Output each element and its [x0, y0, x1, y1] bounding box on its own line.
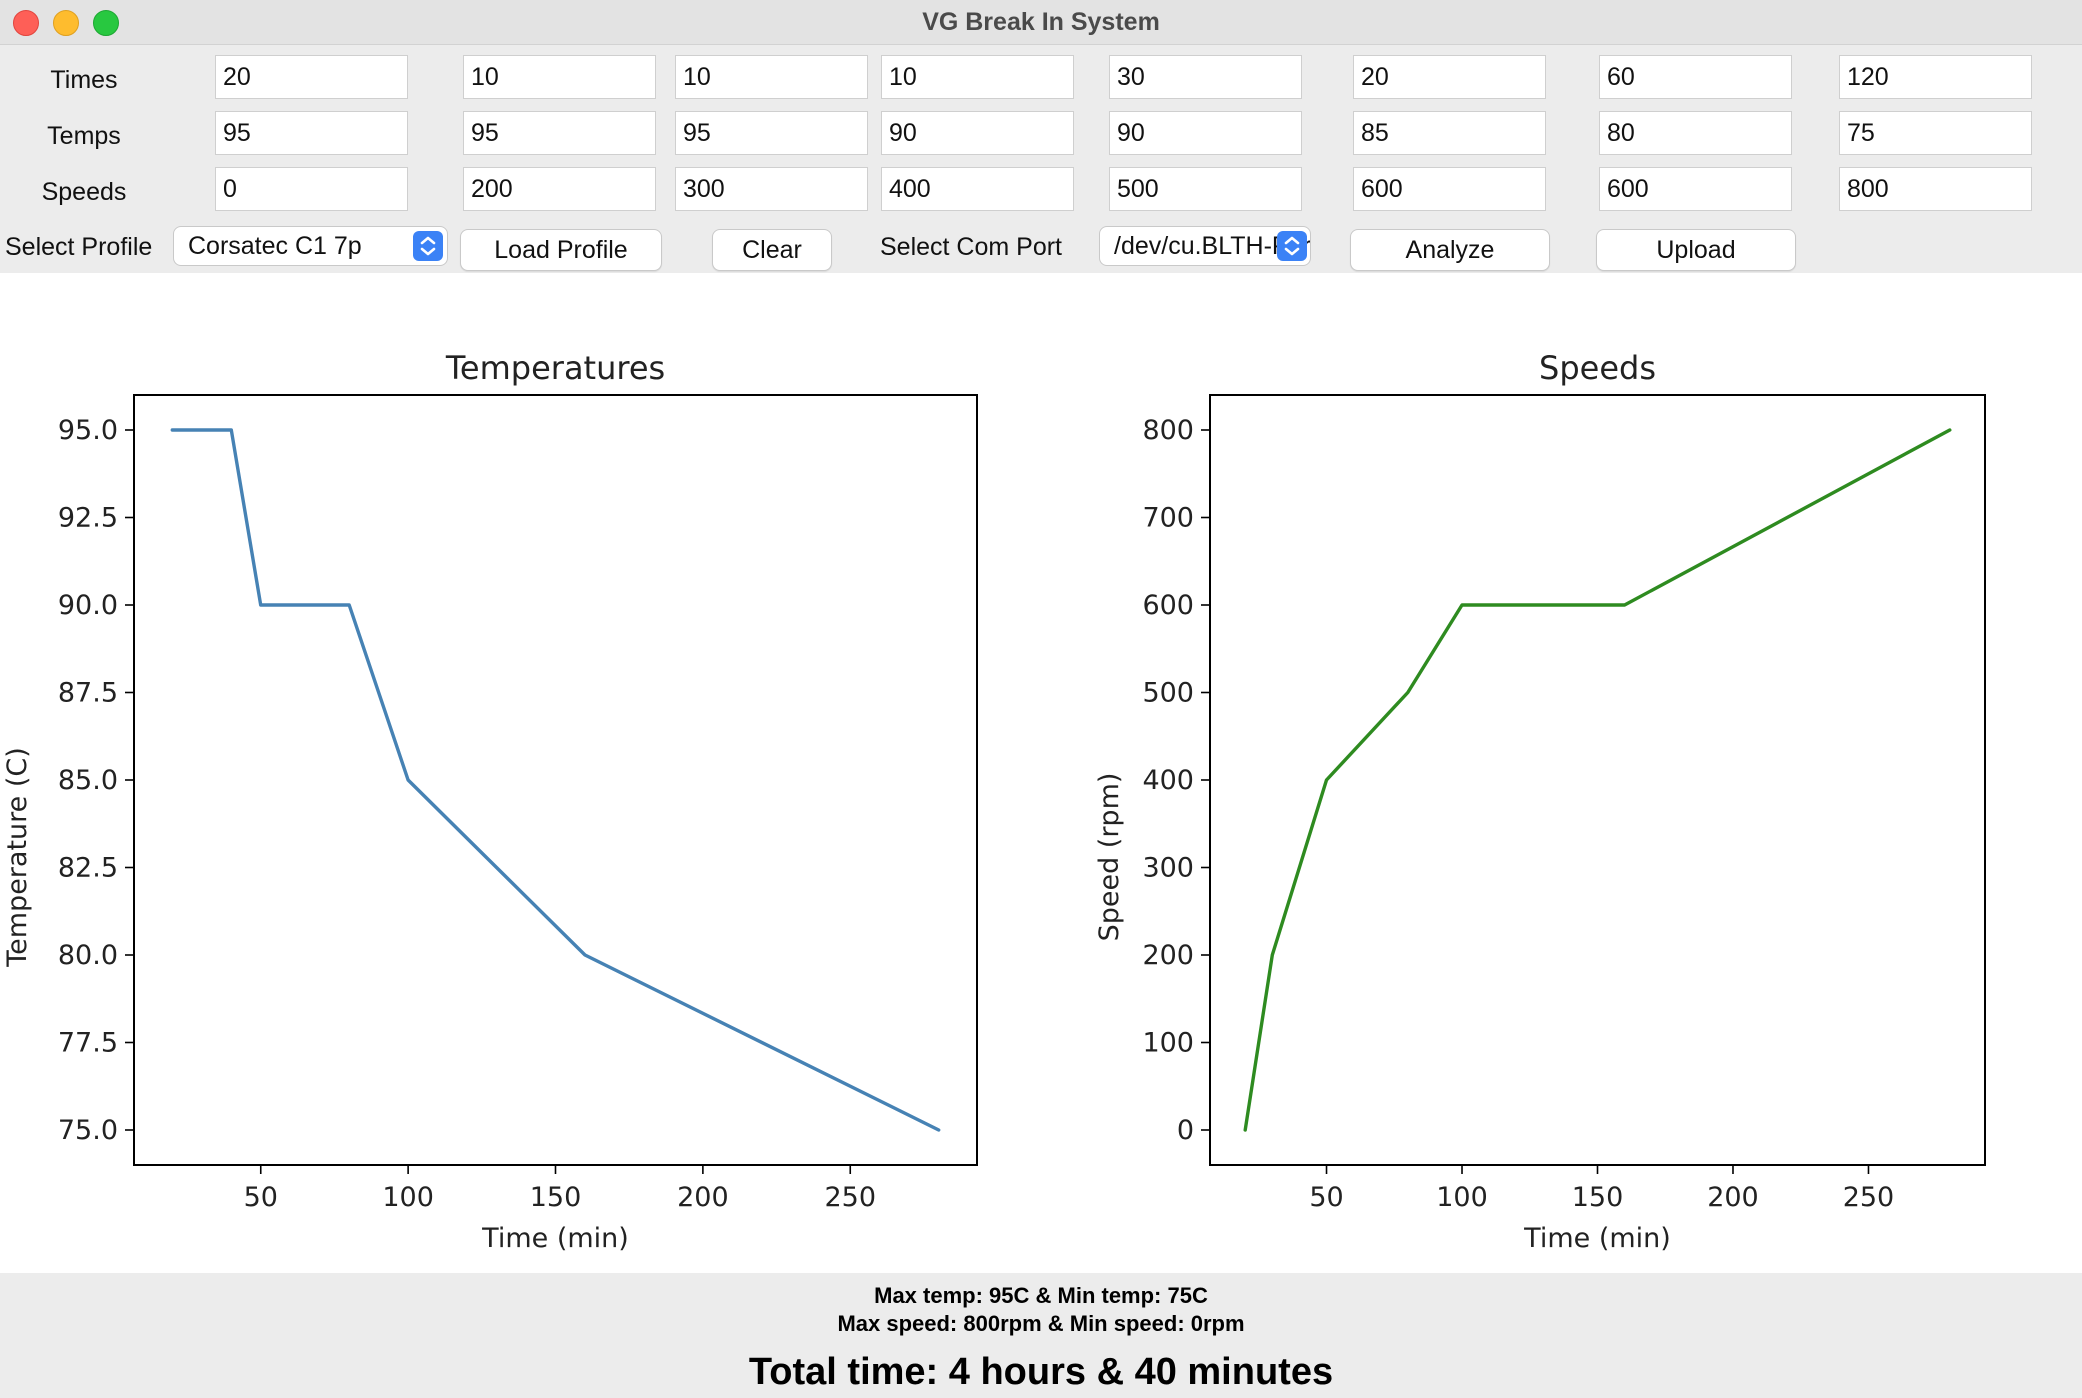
- temp-range-text: Max temp: 95C & Min temp: 75C: [874, 1283, 1208, 1308]
- total-time-text: Total time: 4 hours & 40 minutes: [748, 1351, 1334, 1393]
- window-title: VG Break In System: [922, 8, 1160, 36]
- close-window-button[interactable]: [13, 10, 39, 36]
- temperature-series-line: [170, 428, 941, 1132]
- temperature-x-tick-label: 100: [382, 1182, 434, 1213]
- temps-input-4[interactable]: 90: [881, 111, 1074, 155]
- speed-series-line: [1243, 428, 1952, 1132]
- times-input-8[interactable]: 120: [1839, 55, 2032, 99]
- zoom-window-button[interactable]: [93, 10, 119, 36]
- profile-select[interactable]: Corsatec C1 7p: [173, 226, 448, 266]
- speed-y-tick-label: 200: [1142, 940, 1194, 971]
- window-titlebar: VG Break In System: [0, 0, 2082, 45]
- times-input-1[interactable]: 20: [215, 55, 408, 99]
- temperature-y-axis-label: Temperature (C): [2, 747, 33, 968]
- temps-input-1[interactable]: 95: [215, 111, 408, 155]
- temperature-chart-frame: [133, 394, 978, 1166]
- load-profile-button[interactable]: Load Profile: [460, 229, 662, 271]
- select-profile-label: Select Profile: [5, 233, 153, 261]
- times-input-6[interactable]: 20: [1353, 55, 1546, 99]
- times-input-4[interactable]: 10: [881, 55, 1074, 99]
- speed-x-tick-label: 250: [1843, 1182, 1895, 1213]
- temperature-chart-title: Temperatures: [445, 349, 665, 387]
- times-input-7[interactable]: 60: [1599, 55, 1792, 99]
- speeds-input-6[interactable]: 600: [1353, 167, 1546, 211]
- temperature-x-tick-label: 250: [824, 1182, 876, 1213]
- speeds-input-3[interactable]: 300: [675, 167, 868, 211]
- speed-x-axis-label: Time (min): [1523, 1223, 1671, 1254]
- chevron-up-down-icon: [1277, 231, 1307, 261]
- speed-y-tick-label: 300: [1142, 853, 1194, 884]
- speed-y-tick-label: 600: [1142, 590, 1194, 621]
- speed-x-tick-label: 150: [1572, 1182, 1624, 1213]
- temperature-x-tick-label: 200: [677, 1182, 729, 1213]
- com-port-select[interactable]: /dev/cu.BLTH-Por: [1099, 226, 1311, 266]
- temperature-y-tick-label: 77.5: [58, 1028, 118, 1059]
- temperature-y-tick-label: 87.5: [58, 678, 118, 709]
- temperature-x-tick-label: 150: [530, 1182, 582, 1213]
- speed-y-tick-label: 700: [1142, 503, 1194, 534]
- speed-y-axis-label: Speed (rpm): [1094, 773, 1125, 942]
- temperature-y-tick-label: 92.5: [58, 503, 118, 534]
- temperature-y-tick-label: 95.0: [58, 415, 118, 446]
- temps-input-2[interactable]: 95: [463, 111, 656, 155]
- speeds-input-8[interactable]: 800: [1839, 167, 2032, 211]
- speed-y-tick-label: 100: [1142, 1028, 1194, 1059]
- temperature-y-tick-label: 80.0: [58, 940, 118, 971]
- charts-canvas: Temperatures 50 100 150 200 250 75.0 77.5 80.0 82…: [2, 349, 1986, 1254]
- minimize-window-button[interactable]: [53, 10, 79, 36]
- times-row-label: Times: [50, 66, 118, 94]
- temperature-y-tick-label: 82.5: [58, 853, 118, 884]
- plot-area: Temperatures 50 100 150 200 250 75.0 77.5 80.0 82…: [0, 273, 2082, 1273]
- temps-input-3[interactable]: 95: [675, 111, 868, 155]
- speed-x-tick-label: 100: [1436, 1182, 1488, 1213]
- speed-x-tick-label: 50: [1309, 1182, 1343, 1213]
- temperature-y-tick-label: 75.0: [58, 1115, 118, 1146]
- temps-row-label: Temps: [47, 122, 121, 150]
- speed-y-tick-label: 800: [1142, 415, 1194, 446]
- temperature-x-axis-label: Time (min): [481, 1223, 629, 1254]
- speed-chart-title: Speeds: [1539, 349, 1656, 387]
- speeds-input-7[interactable]: 600: [1599, 167, 1792, 211]
- speeds-input-2[interactable]: 200: [463, 167, 656, 211]
- temperature-y-tick-label: 85.0: [58, 765, 118, 796]
- speed-range-text: Max speed: 800rpm & Min speed: 0rpm: [837, 1311, 1245, 1336]
- temps-input-8[interactable]: 75: [1839, 111, 2032, 155]
- temps-input-5[interactable]: 90: [1109, 111, 1302, 155]
- times-input-5[interactable]: 30: [1109, 55, 1302, 99]
- times-input-2[interactable]: 10: [463, 55, 656, 99]
- clear-button[interactable]: Clear: [712, 229, 832, 271]
- times-input-3[interactable]: 10: [675, 55, 868, 99]
- chevron-up-down-icon: [413, 231, 443, 261]
- speeds-row-label: Speeds: [41, 178, 127, 206]
- temperature-x-tick-label: 50: [244, 1182, 278, 1213]
- temps-input-7[interactable]: 80: [1599, 111, 1792, 155]
- temperature-y-tick-label: 90.0: [58, 590, 118, 621]
- speeds-input-1[interactable]: 0: [215, 167, 408, 211]
- speeds-input-5[interactable]: 500: [1109, 167, 1302, 211]
- analyze-button[interactable]: Analyze: [1350, 229, 1550, 271]
- speed-x-tick-label: 200: [1707, 1182, 1759, 1213]
- speed-y-tick-label: 0: [1177, 1115, 1194, 1146]
- profile-select-value: Corsatec C1 7p: [188, 232, 362, 260]
- upload-button[interactable]: Upload: [1596, 229, 1796, 271]
- temps-input-6[interactable]: 85: [1353, 111, 1546, 155]
- speed-y-tick-label: 400: [1142, 765, 1194, 796]
- speed-y-tick-label: 500: [1142, 678, 1194, 709]
- select-com-port-label: Select Com Port: [880, 233, 1063, 261]
- speeds-input-4[interactable]: 400: [881, 167, 1074, 211]
